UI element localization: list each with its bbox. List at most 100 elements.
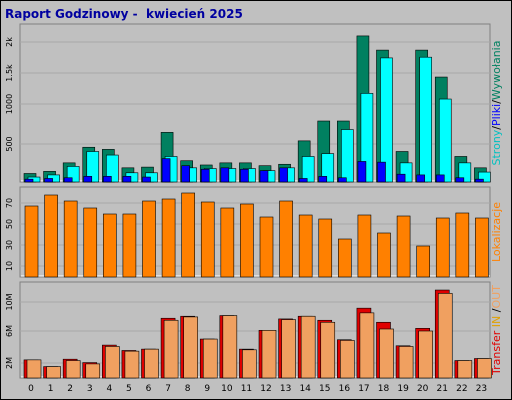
panel-0-y-tick-label: 1.5k	[5, 64, 14, 82]
bar-lokalizacje-21	[435, 217, 450, 278]
bar-lokalizacje-2	[63, 200, 78, 278]
bar-pliki-22	[458, 162, 472, 183]
bar-out-8	[183, 316, 198, 379]
bar-strony-8	[181, 165, 190, 183]
x-tick-label-hour-1: 1	[48, 384, 54, 394]
panel-0-y-tick-label: 2k	[5, 37, 14, 47]
bar-strony-22	[455, 177, 465, 183]
bar-lokalizacje-10	[220, 207, 235, 278]
report-title: Raport Godzinowy - kwiecień 2025	[5, 7, 243, 21]
panel-2-y-tick-label: 6M	[5, 325, 14, 337]
x-tick-label-hour-15: 15	[319, 384, 330, 394]
panel-1-side-label: Lokalizacje	[490, 202, 503, 262]
bar-lokalizacje-14	[298, 214, 313, 278]
bar-out-22	[457, 360, 473, 379]
bar-out-13	[281, 319, 296, 379]
panel-1-y-tick-label: 30	[5, 240, 14, 250]
panel-0-side-label: Strony/Pliki/Wywołania	[490, 41, 503, 166]
bar-strony-1	[44, 178, 53, 183]
side-label-part: Pliki	[490, 104, 503, 126]
side-label-part: Transfer	[490, 330, 503, 376]
bar-lokalizacje-15	[318, 218, 333, 278]
bar-lokalizacje-23	[475, 217, 489, 278]
bar-out-5	[124, 350, 140, 379]
x-tick-label-hour-2: 2	[67, 384, 73, 394]
bar-pliki-18	[380, 57, 393, 183]
bar-out-1	[46, 366, 61, 379]
x-tick-label-hour-22: 22	[456, 384, 467, 394]
bar-pliki-20	[419, 56, 432, 183]
bar-out-0	[26, 359, 42, 379]
panel-1-y-tick-label: 70	[5, 198, 14, 208]
x-tick-label-hour-23: 23	[476, 384, 487, 394]
x-tick-label-hour-7: 7	[165, 384, 171, 394]
bar-out-11	[242, 349, 257, 379]
x-tick-label-hour-0: 0	[28, 384, 34, 394]
panel-0-y-tick-label: 500	[5, 136, 14, 151]
bar-strony-14	[298, 178, 308, 183]
bar-out-20	[418, 330, 433, 379]
x-tick-label-hour-19: 19	[397, 384, 409, 394]
bar-lokalizacje-17	[357, 214, 372, 278]
bar-strony-20	[416, 174, 425, 183]
bar-out-2	[65, 360, 81, 379]
bar-strony-16	[338, 177, 347, 183]
bar-strony-3	[83, 176, 93, 183]
bar-lokalizacje-5	[122, 213, 137, 278]
x-tick-label-hour-9: 9	[204, 384, 210, 394]
bar-out-4	[105, 346, 120, 379]
bar-strony-10	[220, 167, 230, 183]
bar-strony-4	[103, 176, 112, 183]
side-label-part: Strony	[490, 129, 503, 165]
bar-lokalizacje-8	[181, 192, 195, 278]
bar-out-6	[144, 348, 159, 379]
bar-strony-6	[142, 176, 151, 183]
bar-out-12	[261, 330, 277, 379]
x-tick-label-hour-13: 13	[280, 384, 291, 394]
side-label-part: IN	[490, 312, 503, 330]
x-tick-label-hour-17: 17	[358, 384, 369, 394]
bar-strony-2	[63, 177, 73, 183]
side-label-part: /	[490, 308, 503, 312]
bar-strony-9	[200, 168, 210, 183]
bar-strony-5	[122, 176, 132, 183]
bar-lokalizacje-4	[103, 213, 117, 278]
bar-out-23	[477, 358, 492, 379]
bar-lokalizacje-3	[83, 207, 98, 278]
bar-lokalizacje-11	[240, 203, 254, 278]
panel-1-y-tick-label: 10	[5, 261, 14, 271]
side-label-part: Lokalizacje	[490, 202, 503, 262]
x-tick-label-hour-21: 21	[437, 384, 448, 394]
x-tick-label-hour-18: 18	[378, 384, 390, 394]
bar-out-21	[437, 293, 453, 379]
bar-strony-19	[396, 173, 406, 183]
x-tick-label-hour-11: 11	[241, 384, 252, 394]
bar-strony-0	[24, 178, 34, 183]
bar-lokalizacje-9	[200, 201, 215, 278]
bar-strony-15	[318, 176, 328, 183]
bar-strony-12	[259, 170, 269, 183]
side-label-part: /	[490, 126, 503, 130]
bar-strony-11	[240, 168, 249, 183]
bar-pliki-14	[301, 156, 315, 183]
bar-out-17	[359, 312, 375, 379]
bar-lokalizacje-19	[396, 215, 411, 278]
bar-pliki-4	[106, 154, 119, 183]
x-tick-label-hour-8: 8	[185, 384, 191, 394]
bar-out-3	[85, 363, 101, 379]
x-tick-label-hour-14: 14	[299, 384, 311, 394]
bar-pliki-21	[438, 98, 452, 183]
bar-out-7	[163, 319, 179, 379]
bar-pliki-15	[321, 153, 335, 183]
bar-lokalizacje-7	[161, 198, 176, 278]
bar-strony-17	[357, 161, 367, 183]
bar-out-10	[222, 315, 238, 379]
bar-pliki-17	[360, 93, 374, 183]
bar-lokalizacje-22	[455, 212, 470, 278]
bar-strony-18	[377, 161, 386, 183]
bar-pliki-23	[478, 171, 491, 183]
panel-2-y-tick-label: 2M	[5, 357, 14, 369]
bar-lokalizacje-13	[279, 200, 293, 278]
panel-2-side-label: Transfer IN /OUT	[490, 285, 503, 376]
bar-strony-7	[161, 158, 171, 183]
